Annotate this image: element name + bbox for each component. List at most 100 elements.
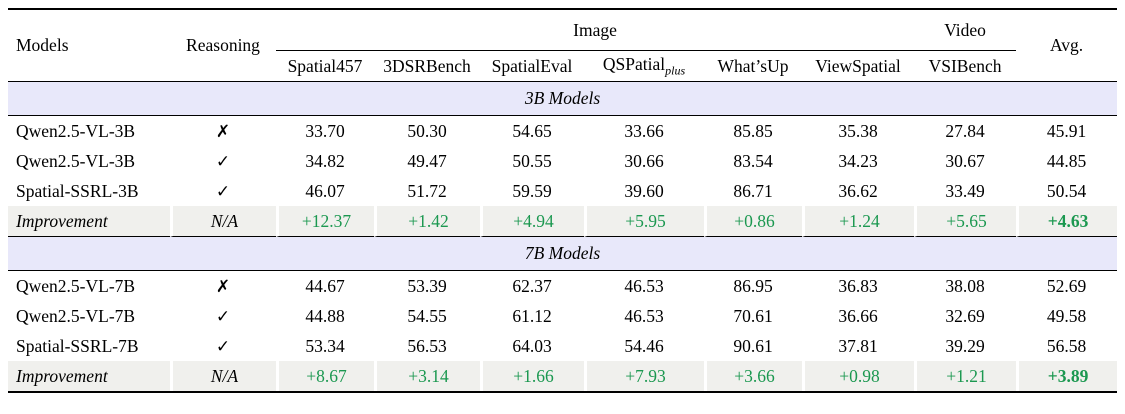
column-group-image: Image [276, 10, 915, 51]
score-cell: 64.03 [512, 335, 552, 356]
section-header-7b: 7B Models [8, 237, 1118, 271]
avg-score-cell: 49.58 [1046, 305, 1087, 326]
score-cell: 85.85 [733, 120, 773, 141]
score-cell: 50.55 [512, 150, 552, 171]
score-cell: 30.67 [945, 150, 985, 171]
improvement-row-7b: Improvement N/A +8.67 +3.14 +1.66 +7.93 … [8, 361, 1118, 391]
score-cell: 46.53 [624, 305, 664, 326]
na-label: N/A [170, 361, 276, 391]
column-header-3dsrbench: 3DSRBench [374, 51, 480, 82]
improvement-cell: +1.66 [480, 361, 584, 391]
score-cell: 86.71 [733, 180, 773, 201]
improvement-cell: +1.21 [914, 361, 1017, 391]
score-cell: 86.95 [733, 275, 773, 296]
score-cell: 53.34 [305, 335, 345, 356]
model-name-cell: Spatial-SSRL-7B [16, 335, 139, 356]
score-cell: 35.38 [838, 120, 878, 141]
column-header-models: Models [8, 10, 170, 82]
score-cell: 46.07 [305, 180, 345, 201]
benchmark-results-table: Models Reasoning Image Video Avg. Spatia… [8, 8, 1118, 393]
score-cell: 54.55 [407, 305, 447, 326]
column-header-reasoning: Reasoning [170, 10, 276, 82]
score-cell: 56.53 [407, 335, 447, 356]
section-header-3b: 3B Models [8, 82, 1118, 116]
score-cell: 33.49 [945, 180, 985, 201]
score-cell: 33.70 [305, 120, 345, 141]
score-cell: 30.66 [624, 150, 664, 171]
score-cell: 46.53 [624, 275, 664, 296]
table-row: Qwen2.5-VL-7B ✓ 44.88 54.55 61.12 46.53 … [8, 301, 1117, 331]
column-header-spatial457: Spatial457 [276, 51, 374, 82]
score-cell: 37.81 [838, 335, 878, 356]
improvement-cell: +0.98 [802, 361, 915, 391]
score-cell: 70.61 [733, 305, 773, 326]
score-cell: 44.67 [305, 275, 345, 296]
score-cell: 44.88 [305, 305, 345, 326]
score-cell: 36.66 [838, 305, 878, 326]
check-icon: ✓ [215, 151, 231, 172]
column-group-video: Video [914, 10, 1017, 51]
improvement-avg-cell: +3.89 [1016, 361, 1118, 391]
check-icon: ✓ [215, 306, 231, 327]
improvement-cell: +5.65 [914, 206, 1017, 237]
na-label: N/A [170, 206, 276, 237]
column-header-spatialeval: SpatialEval [480, 51, 584, 82]
model-name-cell: Improvement [8, 361, 170, 391]
improvement-row-3b: Improvement N/A +12.37 +1.42 +4.94 +5.95… [8, 206, 1118, 237]
column-header-avg: Avg. [1016, 10, 1118, 82]
model-name-cell: Qwen2.5-VL-7B [16, 275, 136, 296]
column-header-whatsup: What’sUp [704, 51, 802, 82]
cross-icon: ✗ [215, 121, 231, 142]
section-title: 7B Models [8, 237, 1118, 271]
check-icon: ✓ [215, 181, 231, 202]
model-name-cell: Spatial-SSRL-3B [16, 180, 139, 201]
improvement-avg-cell: +4.63 [1016, 206, 1118, 237]
check-icon: ✓ [215, 336, 231, 357]
score-cell: 62.37 [512, 275, 552, 296]
score-cell: 83.54 [733, 150, 773, 171]
table-row: Qwen2.5-VL-7B ✗ 44.67 53.39 62.37 46.53 … [8, 271, 1117, 301]
model-name-cell: Improvement [8, 206, 170, 237]
score-cell: 38.08 [945, 275, 985, 296]
score-cell: 53.39 [407, 275, 447, 296]
improvement-cell: +3.66 [704, 361, 802, 391]
table-row: Spatial-SSRL-7B ✓ 53.34 56.53 64.03 54.4… [8, 331, 1117, 361]
column-header-viewspatial: ViewSpatial [802, 51, 915, 82]
improvement-cell: +0.86 [704, 206, 802, 237]
score-cell: 61.12 [512, 305, 552, 326]
header-sub-row: Spatial457 3DSRBench SpatialEval QSPatia… [8, 51, 1117, 82]
avg-score-cell: 45.91 [1046, 120, 1087, 141]
table-row: Spatial-SSRL-3B ✓ 46.07 51.72 59.59 39.6… [8, 176, 1117, 206]
column-header-vsibench: VSIBench [914, 51, 1017, 82]
model-name-cell: Qwen2.5-VL-3B [16, 120, 136, 141]
column-header-qspatial-plus: QSPatialplus [584, 51, 704, 82]
score-cell: 36.83 [838, 275, 878, 296]
improvement-cell: +1.24 [802, 206, 915, 237]
avg-score-cell: 50.54 [1046, 180, 1087, 201]
model-name-cell: Qwen2.5-VL-7B [16, 305, 136, 326]
score-cell: 90.61 [733, 335, 773, 356]
score-cell: 50.30 [407, 120, 447, 141]
score-cell: 36.62 [838, 180, 878, 201]
score-cell: 54.46 [624, 335, 664, 356]
improvement-cell: +5.95 [584, 206, 704, 237]
model-name-cell: Qwen2.5-VL-3B [16, 150, 136, 171]
improvement-cell: +3.14 [374, 361, 480, 391]
improvement-cell: +1.42 [374, 206, 480, 237]
score-cell: 51.72 [407, 180, 447, 201]
score-cell: 34.23 [838, 150, 878, 171]
score-cell: 34.82 [305, 150, 345, 171]
section-title: 3B Models [8, 82, 1118, 116]
cross-icon: ✗ [215, 276, 231, 297]
table-row: Qwen2.5-VL-3B ✓ 34.82 49.47 50.55 30.66 … [8, 146, 1117, 176]
avg-score-cell: 44.85 [1046, 150, 1087, 171]
improvement-cell: +7.93 [584, 361, 704, 391]
avg-score-cell: 52.69 [1046, 275, 1087, 296]
qspatial-subscript: plus [665, 63, 686, 78]
score-cell: 33.66 [624, 120, 664, 141]
score-cell: 32.69 [945, 305, 985, 326]
improvement-cell: +12.37 [276, 206, 374, 237]
score-cell: 49.47 [407, 150, 447, 171]
score-cell: 54.65 [512, 120, 552, 141]
score-cell: 39.29 [945, 335, 985, 356]
